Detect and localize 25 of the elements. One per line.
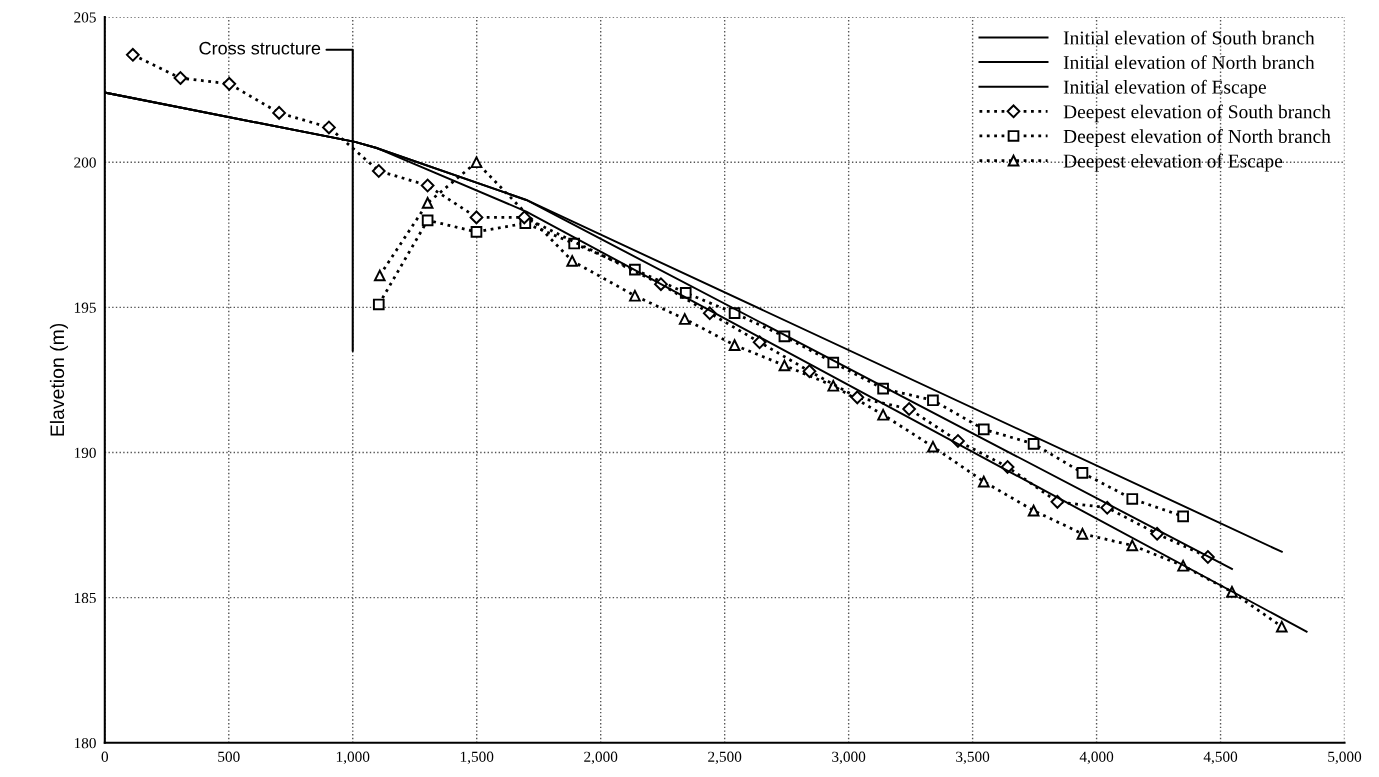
annotation: Cross structure (199, 41, 321, 55)
x-tick-label: 2,500 (708, 751, 742, 765)
y-tick-label: 180 (74, 737, 96, 749)
y-tick-label: 200 (74, 157, 96, 168)
legend-label: Deepest elevation of North branch (1063, 129, 1331, 147)
x-tick-label: 4,000 (1079, 751, 1114, 765)
x-tick-label: 0 (101, 751, 109, 762)
x-tick-label: 3,500 (956, 751, 990, 765)
y-tick-label: 185 (74, 592, 96, 604)
x-tick-label: 4,500 (1203, 751, 1238, 765)
x-tick-label: 1,000 (336, 751, 370, 765)
y-tick-label: 190 (74, 447, 96, 458)
legend-label: Deepest elevation of Escape (1063, 153, 1283, 172)
x-tick-label: 5,000 (1328, 751, 1362, 765)
legend-label: Initial elevation of North branch (1063, 55, 1315, 70)
legend-label: Initial elevation of South branch (1063, 30, 1315, 45)
legend-label: Initial elevation of Escape (1063, 79, 1266, 98)
y-tick-label: 195 (74, 302, 96, 313)
y-axis-title: Elavetion (m) (49, 323, 68, 436)
x-tick-label: 3,000 (832, 751, 866, 765)
x-tick-label: 500 (218, 751, 240, 762)
y-tick-label: 205 (74, 12, 96, 23)
x-tick-label: 1,500 (460, 751, 494, 765)
legend-label: Deepest elevation of South branch (1063, 104, 1331, 123)
x-tick-label: 2,000 (584, 751, 618, 765)
